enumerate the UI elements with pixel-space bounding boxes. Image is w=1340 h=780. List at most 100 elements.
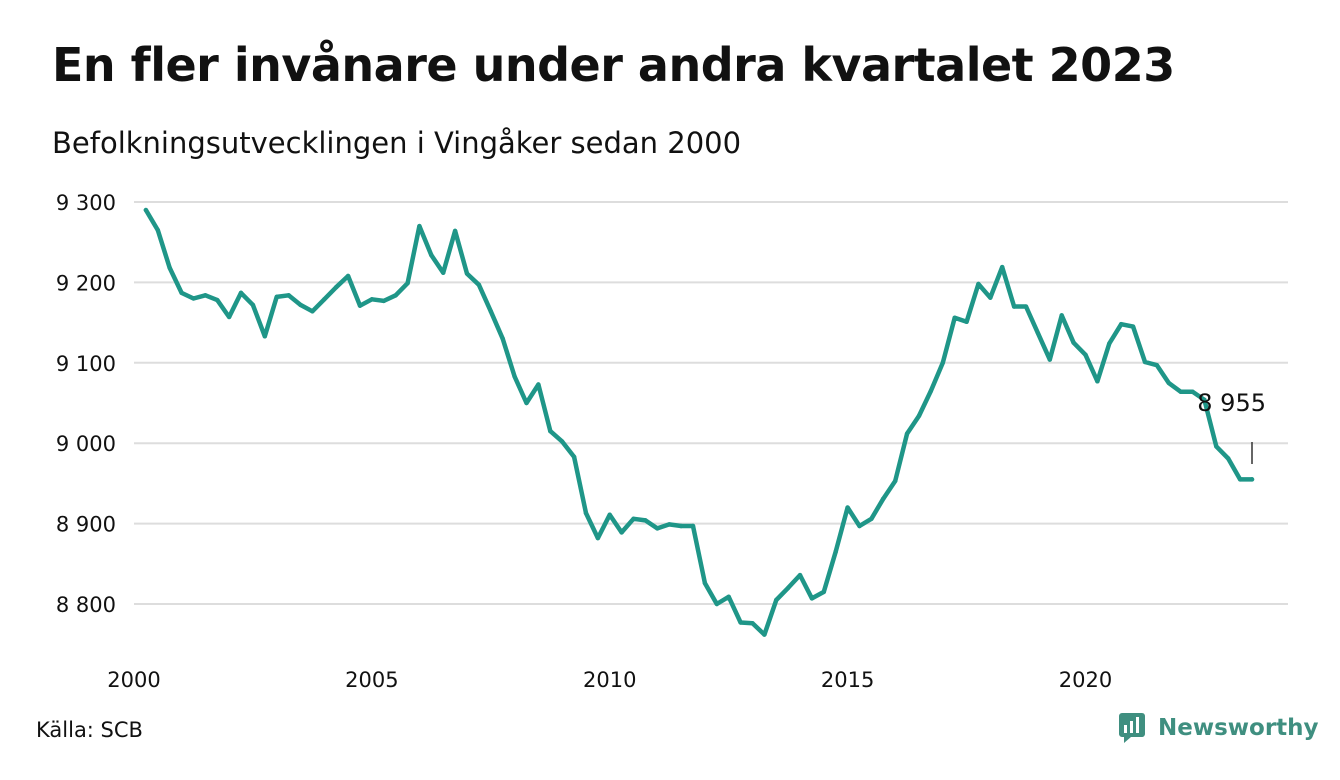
data-point — [869, 516, 874, 521]
data-point — [667, 522, 672, 527]
data-point — [1095, 379, 1100, 384]
y-axis-ticks: 8 800 8 900 9 000 9 100 9 200 9 300 — [56, 191, 116, 617]
data-point — [429, 252, 434, 258]
data-point — [714, 601, 719, 607]
data-point — [655, 526, 660, 531]
data-point — [1237, 477, 1243, 482]
data-point — [143, 207, 149, 213]
data-point — [595, 535, 601, 541]
data-point — [1011, 304, 1017, 309]
data-point — [1118, 322, 1124, 327]
data-point — [500, 336, 505, 341]
y-tick-label-8800: 8 800 — [56, 593, 116, 617]
data-point — [1059, 313, 1064, 318]
data-point — [583, 510, 589, 516]
data-point — [690, 523, 696, 529]
chart-title: En fler invånare under andra kvartalet 2… — [52, 38, 1175, 92]
series-layer — [143, 207, 1255, 637]
x-axis-ticks: 2000 2005 2010 2015 2020 — [107, 668, 1112, 692]
data-point — [1166, 380, 1171, 386]
data-point — [345, 273, 351, 279]
data-point — [167, 265, 172, 271]
x-tick-label-2005: 2005 — [345, 668, 398, 692]
data-point — [738, 620, 743, 625]
data-point — [750, 621, 755, 626]
newsworthy-logo-icon — [1119, 713, 1145, 743]
data-point — [1202, 397, 1207, 402]
data-point — [809, 596, 815, 601]
data-point — [179, 290, 184, 296]
data-point — [1142, 359, 1148, 365]
data-point — [333, 285, 339, 290]
data-point — [928, 388, 934, 394]
data-point — [369, 297, 375, 302]
data-point — [203, 293, 208, 298]
data-point — [571, 454, 577, 460]
data-point — [631, 516, 636, 521]
data-point — [452, 228, 458, 234]
data-point — [476, 282, 482, 288]
data-point — [1226, 456, 1231, 461]
data-point — [405, 281, 410, 286]
annotation: 8 955 — [1197, 389, 1266, 464]
data-point — [226, 314, 232, 320]
data-point — [940, 360, 945, 365]
data-point — [892, 478, 898, 484]
data-point — [417, 223, 422, 229]
data-point — [678, 523, 684, 529]
y-tick-label-9200: 9 200 — [56, 271, 116, 295]
data-point — [155, 227, 160, 233]
x-tick-label-2010: 2010 — [583, 668, 636, 692]
data-point — [1083, 352, 1088, 357]
y-tick-label-9300: 9 300 — [56, 191, 116, 215]
data-point — [548, 428, 553, 434]
data-point — [1107, 341, 1112, 346]
data-point — [857, 523, 862, 529]
x-tick-label-2020: 2020 — [1059, 668, 1112, 692]
y-tick-label-9000: 9 000 — [56, 432, 116, 456]
brand-name: Newsworthy — [1158, 715, 1319, 741]
data-point — [1178, 389, 1183, 394]
data-point — [1071, 340, 1076, 345]
data-point — [797, 572, 803, 578]
data-point — [191, 296, 196, 301]
data-point — [441, 270, 446, 275]
data-point — [1214, 444, 1219, 449]
data-point — [1130, 324, 1136, 329]
data-point — [916, 413, 922, 419]
data-point — [357, 303, 363, 308]
data-point — [845, 505, 850, 510]
data-point — [774, 597, 779, 603]
data-point — [988, 295, 993, 300]
data-point — [215, 297, 220, 303]
data-point — [1023, 304, 1029, 309]
data-point — [524, 400, 529, 406]
data-point — [1190, 389, 1195, 394]
data-point — [238, 290, 244, 296]
data-point — [643, 518, 648, 523]
data-point — [488, 309, 494, 314]
data-point — [821, 589, 827, 595]
chart-subtitle: Befolkningsutvecklingen i Vingåker sedan… — [52, 126, 742, 160]
gridlines — [134, 201, 1288, 605]
data-point — [1154, 363, 1160, 368]
brand-logo: Newsworthy — [1118, 712, 1319, 744]
data-point — [1249, 477, 1255, 482]
data-point — [381, 298, 386, 304]
data-point — [881, 496, 886, 501]
data-point — [964, 319, 969, 324]
data-point — [607, 512, 612, 517]
data-point — [393, 293, 398, 298]
data-point — [322, 297, 327, 302]
data-point — [619, 530, 624, 535]
data-point — [536, 382, 541, 387]
data-point — [1047, 357, 1053, 362]
source-note: Källa: SCB — [36, 718, 143, 742]
data-point — [262, 334, 268, 339]
series-line-0 — [143, 207, 1255, 637]
data-point — [904, 431, 910, 436]
data-point — [952, 315, 957, 320]
y-tick-label-9100: 9 100 — [56, 352, 116, 376]
data-point — [286, 293, 291, 298]
